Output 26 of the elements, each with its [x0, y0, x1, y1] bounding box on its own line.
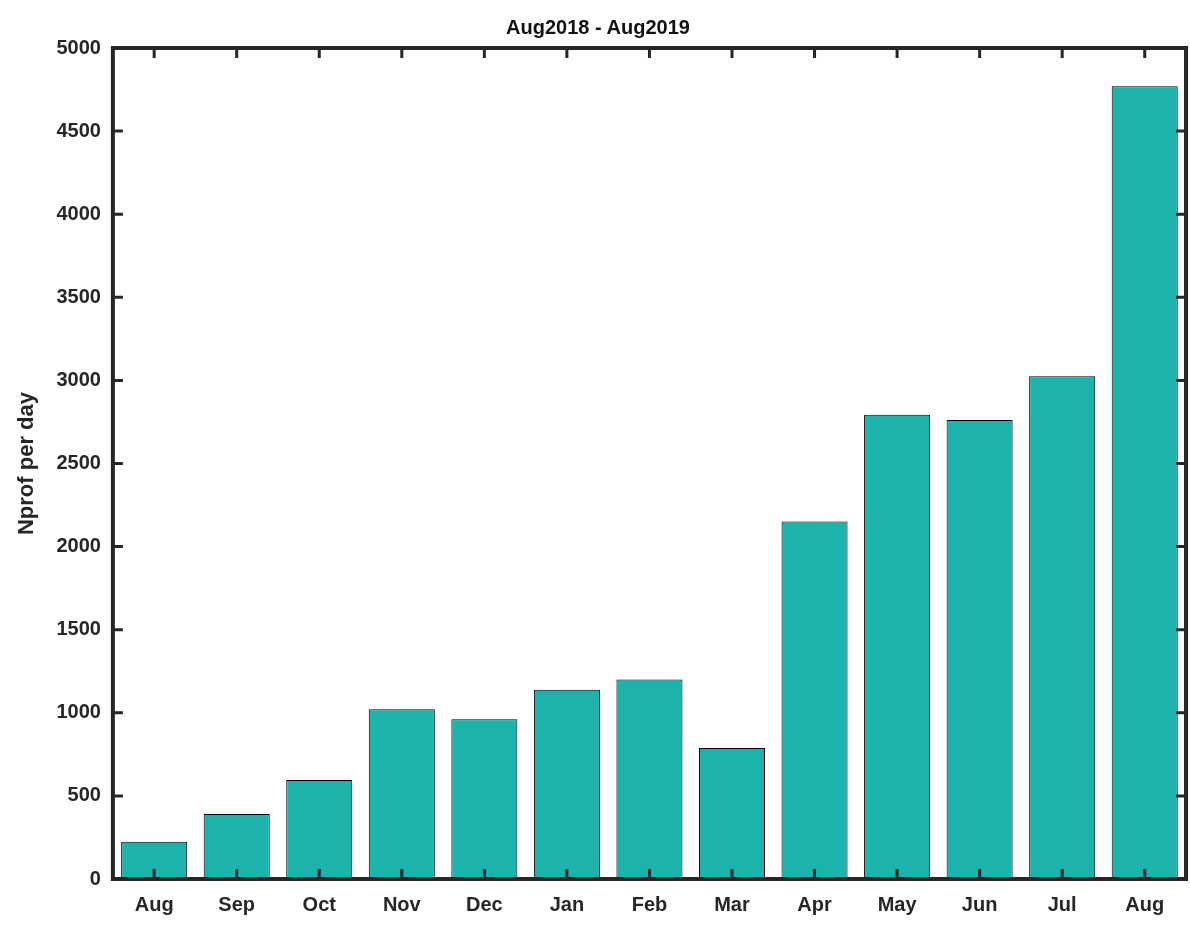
y-tick-label: 0	[89, 866, 101, 889]
x-tick-label: Aug	[134, 892, 174, 915]
y-tick-label: 1500	[56, 617, 101, 640]
x-tick-label: Feb	[631, 892, 668, 915]
y-tick-label: 2500	[56, 451, 101, 474]
x-tick-label: Jan	[549, 892, 585, 915]
x-tick-label: Oct	[302, 892, 337, 915]
x-tick-label: Sep	[218, 892, 256, 915]
chart-title: Aug2018 - Aug2019	[506, 15, 690, 38]
y-tick-label: 500	[67, 783, 101, 806]
y-tick-label: 3000	[56, 367, 101, 390]
y-tick-label: 4000	[56, 201, 101, 224]
y-axis-title: Nprof per day	[13, 391, 39, 536]
y-tick-label: 2000	[56, 534, 101, 557]
x-tick-label: Jun	[961, 892, 998, 915]
y-tick-label: 3500	[56, 284, 101, 307]
x-tick-label: Apr	[797, 892, 832, 915]
x-tick-label: Jul	[1047, 892, 1077, 915]
y-tick-label: 1000	[56, 700, 101, 723]
x-tick-label: Mar	[714, 892, 750, 915]
x-tick-label: Aug	[1125, 892, 1165, 915]
x-tick-label: Nov	[382, 892, 422, 915]
y-tick-label: 5000	[56, 35, 101, 58]
x-tick-label: Dec	[466, 892, 503, 915]
y-tick-label: 4500	[56, 118, 101, 141]
x-tick-label: May	[877, 892, 918, 915]
